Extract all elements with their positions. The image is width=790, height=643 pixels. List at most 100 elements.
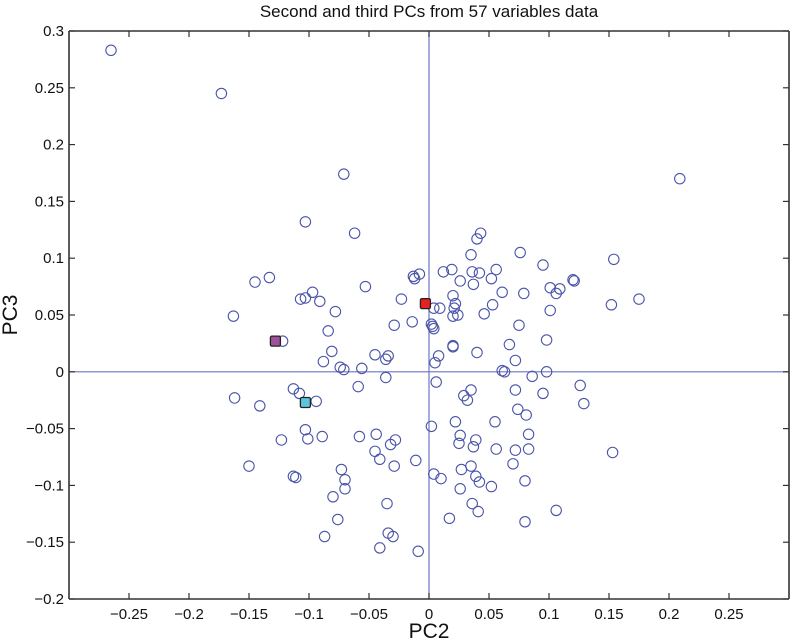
- series-highlight-magenta: [269, 335, 282, 347]
- data-point: [540, 334, 553, 346]
- data-point: [447, 289, 459, 302]
- data-point: [574, 379, 586, 392]
- data-point: [435, 472, 447, 485]
- x-axis: −0.25 −0.2 −0.15 −0.1 −0.05 0 0.05 0.1 0.15 0.2 0.…: [69, 31, 789, 623]
- data-point: [317, 355, 330, 368]
- data-point: [507, 458, 519, 470]
- data-point: [335, 463, 348, 476]
- data-point: [228, 392, 241, 404]
- data-point: [486, 299, 499, 311]
- data-point: [509, 384, 522, 396]
- data-point: [339, 473, 351, 486]
- data-point: [263, 271, 276, 284]
- data-point: [448, 302, 460, 314]
- data-point: [316, 430, 328, 443]
- y-tick-label: 0.15: [35, 193, 64, 210]
- data-point: [369, 445, 381, 458]
- data-point: [446, 263, 458, 276]
- data-point: [465, 460, 477, 472]
- data-point: [426, 320, 439, 333]
- x-tick-label: 0.1: [539, 606, 560, 623]
- data-point: [428, 468, 440, 480]
- data-point: [327, 491, 339, 503]
- data-point: [302, 433, 314, 445]
- data-point: [473, 476, 486, 488]
- chart-title: Second and third PCs from 57 variables d…: [260, 2, 599, 21]
- data-point: [490, 263, 502, 276]
- data-point: [105, 44, 117, 57]
- highlight-point-red: [419, 297, 432, 310]
- y-tick-label: 0.1: [43, 250, 64, 267]
- data-point: [381, 497, 393, 510]
- data-point: [519, 475, 531, 487]
- highlight-point-cyan: [299, 396, 312, 409]
- data-point: [465, 384, 477, 396]
- data-point: [387, 530, 399, 543]
- data-point: [520, 409, 532, 421]
- data-point: [254, 400, 266, 412]
- data-point: [412, 545, 424, 558]
- y-tick-label: 0.25: [35, 80, 64, 97]
- data-point: [454, 429, 466, 442]
- y-tick-label: −0.05: [26, 421, 64, 438]
- data-point: [470, 470, 482, 483]
- data-point: [453, 437, 465, 450]
- x-tick-label: −0.05: [350, 606, 388, 623]
- data-point: [406, 316, 418, 328]
- data-point: [537, 259, 549, 271]
- series-samples: [105, 44, 686, 558]
- data-point: [490, 443, 502, 455]
- x-tick-label: −0.2: [174, 606, 204, 623]
- data-point: [455, 463, 468, 476]
- data-point: [410, 454, 422, 467]
- data-point: [310, 395, 322, 408]
- data-point: [369, 349, 381, 361]
- data-point: [452, 309, 464, 321]
- data-point: [353, 430, 366, 443]
- x-tick-label: −0.1: [294, 606, 324, 623]
- data-point: [326, 345, 338, 358]
- series-highlight-red: [419, 297, 432, 310]
- y-tick-label: 0.05: [35, 307, 64, 324]
- data-point: [606, 446, 619, 459]
- data-point: [522, 443, 535, 455]
- data-point: [338, 168, 350, 180]
- data-point: [380, 353, 392, 366]
- data-point: [243, 460, 255, 472]
- data-point: [522, 428, 535, 441]
- data-point: [334, 361, 346, 374]
- data-point: [449, 297, 462, 310]
- data-point: [437, 266, 450, 278]
- data-point: [447, 339, 459, 352]
- data-point: [380, 371, 392, 384]
- data-point: [374, 542, 386, 554]
- data-point: [509, 444, 522, 456]
- data-point: [470, 434, 482, 446]
- y-axis-title: PC3: [0, 295, 22, 336]
- data-point: [275, 434, 288, 446]
- data-point: [388, 460, 400, 472]
- data-point: [314, 295, 326, 308]
- data-point: [332, 513, 344, 526]
- plot-area: [69, 30, 790, 599]
- data-point: [674, 172, 686, 185]
- data-point: [432, 350, 445, 362]
- y-tick-label: 0.2: [43, 137, 64, 154]
- data-point: [605, 299, 618, 311]
- data-point: [554, 283, 566, 295]
- data-point: [496, 286, 508, 299]
- x-tick-label: 0: [425, 606, 433, 623]
- data-point: [359, 280, 372, 293]
- data-point: [293, 387, 306, 400]
- y-tick-label: −0.2: [34, 591, 64, 608]
- data-point: [430, 376, 442, 388]
- y-axis: −0.2 −0.15 −0.1 −0.05 0 0.05 0.1 0.15 0.2 0.25 0.3: [26, 23, 789, 608]
- data-point: [471, 233, 483, 245]
- data-point: [485, 272, 498, 285]
- data-point: [287, 383, 300, 395]
- data-point: [544, 304, 556, 317]
- data-point: [466, 266, 478, 278]
- data-point: [408, 272, 421, 285]
- series-highlight-cyan: [299, 396, 312, 409]
- x-tick-label: 0.2: [659, 606, 680, 623]
